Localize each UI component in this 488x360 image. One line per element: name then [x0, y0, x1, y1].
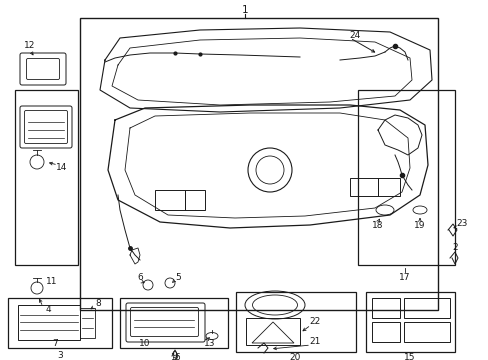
Bar [184, 190, 204, 210]
Text: 16: 16 [169, 354, 180, 360]
Bar [371, 298, 399, 318]
Text: 21: 21 [309, 338, 320, 346]
Bar [365, 292, 454, 352]
Text: 18: 18 [371, 220, 383, 230]
Bar [403, 322, 449, 342]
Text: 23: 23 [455, 220, 467, 229]
Bar [80, 308, 95, 338]
Bar [357, 90, 454, 265]
Text: 19: 19 [413, 220, 425, 230]
Text: 13: 13 [204, 338, 215, 347]
Text: 2: 2 [451, 243, 457, 252]
Bar [349, 178, 377, 196]
Text: 11: 11 [46, 278, 58, 287]
Text: 20: 20 [289, 352, 300, 360]
Bar [120, 298, 227, 348]
Bar [371, 322, 399, 342]
Text: 24: 24 [348, 31, 360, 40]
Bar [15, 90, 78, 265]
Bar [8, 298, 112, 348]
Text: 15: 15 [404, 352, 415, 360]
Bar [80, 18, 437, 310]
Text: 22: 22 [309, 318, 320, 327]
Bar [236, 292, 355, 352]
Text: 1: 1 [241, 5, 248, 15]
Text: 3: 3 [57, 351, 63, 360]
Text: 14: 14 [56, 163, 67, 172]
Text: 12: 12 [24, 40, 36, 49]
Bar [403, 298, 449, 318]
Text: 8: 8 [95, 298, 101, 307]
Text: 7: 7 [52, 338, 58, 347]
Text: 4: 4 [45, 306, 51, 315]
Bar [245, 318, 299, 345]
Bar [377, 178, 399, 196]
Text: 9: 9 [171, 351, 177, 360]
Text: 5: 5 [175, 274, 181, 283]
Text: 6: 6 [137, 274, 142, 283]
Bar [18, 305, 80, 340]
Text: 17: 17 [398, 274, 410, 283]
Text: 10: 10 [139, 338, 150, 347]
Bar [155, 190, 184, 210]
